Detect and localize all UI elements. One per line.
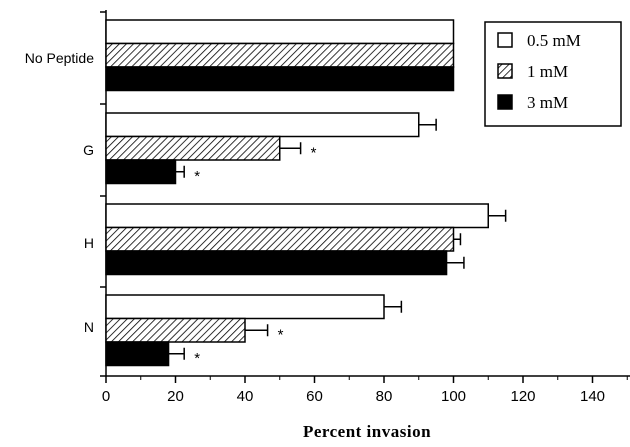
legend-swatch bbox=[497, 94, 513, 110]
significance-marker: * bbox=[194, 350, 200, 367]
category-labels: No Peptide G H N bbox=[25, 50, 94, 335]
category-label: N bbox=[84, 319, 94, 335]
bar bbox=[105, 66, 455, 92]
y-ticks bbox=[100, 11, 106, 377]
significance-marker: * bbox=[194, 168, 200, 185]
bar bbox=[105, 226, 455, 252]
bar bbox=[105, 135, 281, 161]
legend-swatch bbox=[497, 63, 513, 79]
x-tick-label: 20 bbox=[167, 388, 184, 405]
legend-label: 1 mM bbox=[527, 62, 568, 81]
bar bbox=[105, 42, 455, 68]
legend-swatch bbox=[497, 32, 513, 48]
significance-marker: * bbox=[278, 326, 284, 343]
x-tick-label: 40 bbox=[237, 388, 254, 405]
legend-label: 3 mM bbox=[527, 93, 568, 112]
x-tick-label: 120 bbox=[510, 388, 535, 405]
bar bbox=[105, 341, 170, 367]
bar bbox=[105, 159, 177, 185]
bar bbox=[105, 294, 385, 320]
category-label: G bbox=[83, 142, 94, 158]
bar bbox=[105, 19, 455, 45]
legend-label: 0.5 mM bbox=[527, 31, 581, 50]
bar bbox=[105, 317, 246, 343]
significance-marker: * bbox=[311, 144, 317, 161]
bar bbox=[105, 203, 489, 229]
legend: 0.5 mM 1 mM 3 mM bbox=[484, 21, 622, 127]
bars: * * * * bbox=[105, 19, 507, 367]
category-label: H bbox=[84, 235, 94, 251]
x-tick-label: 140 bbox=[580, 388, 605, 405]
x-tick-label: 0 bbox=[102, 388, 110, 405]
x-tick-label: 100 bbox=[441, 388, 466, 405]
x-ticks: 0 20 40 60 80 100 120 140 bbox=[102, 376, 628, 405]
category-label: No Peptide bbox=[25, 50, 94, 66]
x-tick-label: 60 bbox=[306, 388, 323, 405]
x-tick-label: 80 bbox=[376, 388, 393, 405]
bar bbox=[105, 250, 448, 276]
bar bbox=[105, 112, 420, 138]
x-axis-title: Percent invasion bbox=[303, 422, 431, 441]
